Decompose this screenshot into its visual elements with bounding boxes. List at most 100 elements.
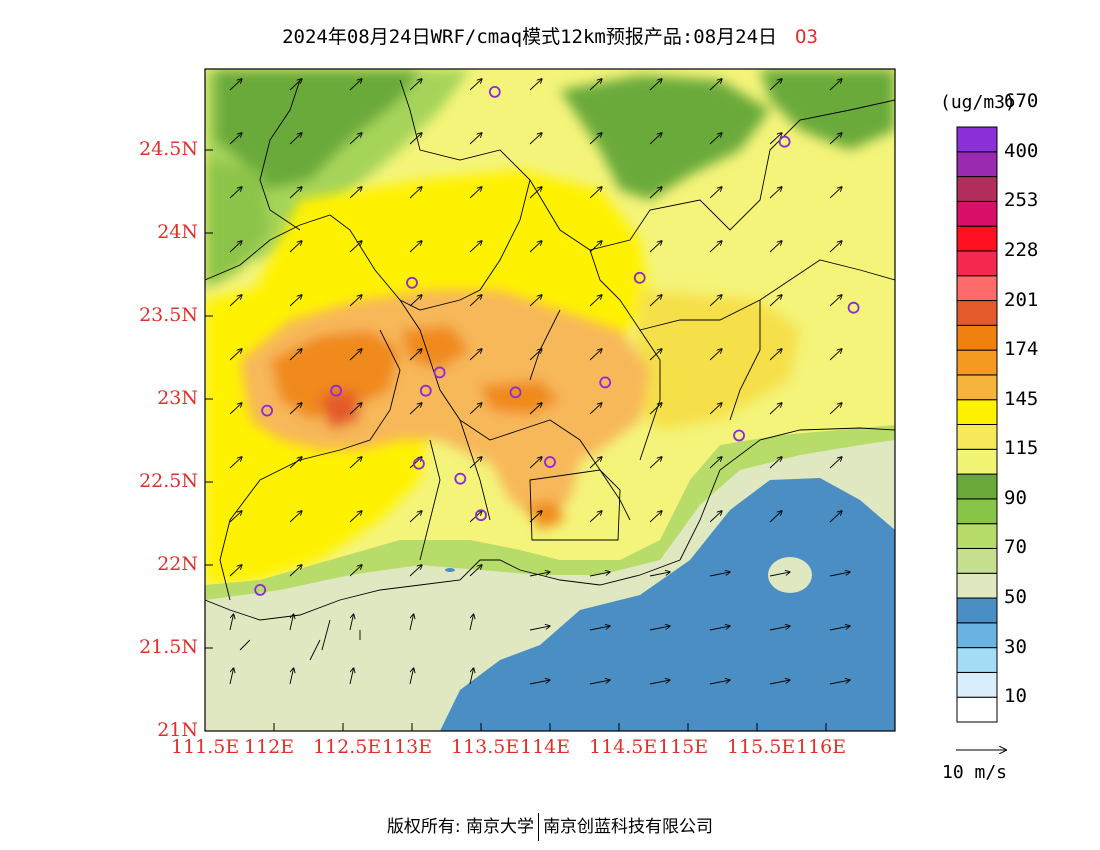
wind-arrow [409,187,422,199]
wind-arrow [289,187,302,199]
wind-arrow [409,295,422,307]
lon-tick-label: 113E [382,736,433,758]
station-markers [254,86,860,596]
station-marker [633,271,646,284]
colorbar-label: 115 [1004,437,1039,460]
station-marker [778,135,791,148]
boundaries [205,79,895,661]
colorbar-swatch [956,324,998,351]
wind-arrow [229,295,242,307]
colorbar-swatch [956,399,998,426]
wind-arrow [469,241,482,253]
lat-tick-label: 24.5N [139,138,198,160]
wind-arrow [349,187,362,199]
wind-arrow [829,680,850,685]
colorbar-swatch [956,275,998,302]
lat-tick-label: 24N [157,221,198,243]
lon-tick-label: 115E [658,736,709,758]
colorbar-swatch [956,696,998,723]
wind-arrow [769,572,790,577]
wind-arrow [769,133,782,145]
wind-arrow [349,349,362,361]
wind-arrow [529,187,542,199]
wind-arrow [649,572,670,577]
station-marker [419,384,432,397]
wind-arrow [709,133,722,145]
wind-arrow [649,511,662,523]
wind-arrow [829,187,842,199]
colorbar-label: 400 [1004,139,1039,162]
wind-arrow [229,511,242,523]
wind-arrow [289,668,294,685]
wind-arrow [349,133,362,145]
colorbar-swatch [956,225,998,252]
colorbar-swatch [956,572,998,599]
lat-tick-label: 21.5N [139,636,198,658]
colorbar-swatch [956,374,998,401]
wind-arrow [769,626,790,631]
wind-arrow [769,403,782,415]
wind-arrow [589,572,610,577]
wind-arrow [289,457,302,469]
station-marker [847,301,860,314]
wind-arrow [829,511,842,523]
colorbar-label: 228 [1004,238,1039,261]
wind-arrow [649,403,662,415]
wind-arrow [709,572,730,577]
wind-arrow [229,133,242,145]
wind-arrow [589,403,602,415]
wind-arrow [469,403,482,415]
wind-arrow [649,133,662,145]
wind-arrow [709,349,722,361]
colorbar-label: 30 [1004,635,1027,658]
species-label: O3 [795,26,818,48]
wind-arrow [469,668,474,685]
wind-arrow [529,403,542,415]
station-marker [433,366,446,379]
plot-title: 2024年08月24日WRF/cmaq模式12km预报产品:08月24日 O3 [0,22,1100,49]
wind-arrow [709,680,730,685]
wind-arrow [529,295,542,307]
wind-arrow [589,626,610,631]
wind-arrow [229,668,234,685]
wind-arrow [829,79,842,91]
wind-arrow [409,133,422,145]
lon-tick-label: 115.5E [727,736,796,758]
wind-arrow [829,241,842,253]
colorbar-swatch [956,622,998,649]
wind-arrow [829,626,850,631]
wind-arrow [409,565,422,577]
wind-arrow [829,403,842,415]
footer-left: 版权所有: 南京大学 [386,817,535,837]
colorbar-swatch [956,597,998,624]
wind-arrow [349,295,362,307]
colorbar-label: 70 [1004,536,1027,559]
colorbar [956,126,998,723]
wind-arrow [589,680,610,685]
colorbar-swatch [956,250,998,277]
wind-arrow [289,349,302,361]
colorbar-swatch [956,300,998,326]
wind-arrow [589,241,602,253]
footer-separator [538,813,540,841]
lat-tick-label: 23N [157,387,198,409]
wind-arrow [289,79,302,91]
wind-arrow [229,79,242,91]
wind-arrow [589,457,602,469]
wind-arrow [349,241,362,253]
wind-arrow [469,133,482,145]
wind-arrow [649,457,662,469]
wind-arrow [829,295,842,307]
colorbar-swatch [956,424,998,450]
wind-arrow [829,572,850,577]
wind-arrow [709,295,722,307]
lon-tick-label: 116E [796,736,847,758]
wind-arrow [469,349,482,361]
lon-tick-label: 114.5E [589,736,658,758]
wind-arrow [709,187,722,199]
wind-arrow [769,511,782,523]
wind-arrow [529,349,542,361]
wind-arrow [469,457,482,469]
wind-arrow [709,241,722,253]
